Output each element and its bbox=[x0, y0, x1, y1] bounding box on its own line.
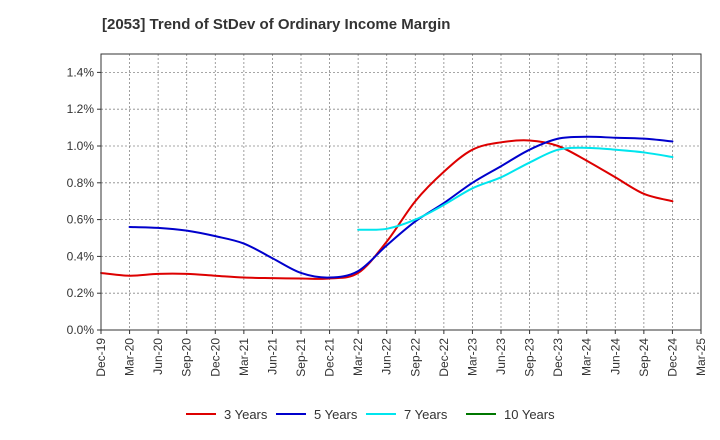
x-tick-label: Mar-20 bbox=[123, 338, 137, 376]
x-tick-label: Dec-22 bbox=[437, 338, 451, 377]
y-tick-label: 0.4% bbox=[67, 249, 95, 263]
x-tick-label: Jun-21 bbox=[265, 338, 279, 375]
x-tick-label: Mar-24 bbox=[580, 338, 594, 376]
x-tick-label: Dec-24 bbox=[665, 338, 679, 377]
y-axis-ticks: 0.0% 0.2% 0.4% 0.6% 0.8% 1.0% 1.2% 1.4% bbox=[67, 65, 101, 337]
legend: 3 Years 5 Years 7 Years 10 Years bbox=[186, 407, 555, 422]
x-tick-label: Mar-25 bbox=[694, 338, 708, 376]
x-tick-label: Sep-22 bbox=[408, 338, 422, 377]
x-tick-label: Mar-21 bbox=[237, 338, 251, 376]
x-tick-label: Sep-23 bbox=[523, 338, 537, 377]
x-tick-label: Dec-21 bbox=[323, 338, 337, 377]
legend-label: 5 Years bbox=[314, 407, 358, 422]
y-tick-label: 0.2% bbox=[67, 286, 95, 300]
chart-title: [2053] Trend of StDev of Ordinary Income… bbox=[102, 16, 451, 33]
series-line-5-years bbox=[128, 135, 674, 279]
y-tick-label: 0.8% bbox=[67, 176, 95, 190]
x-tick-label: Sep-21 bbox=[294, 338, 308, 377]
series-lines bbox=[100, 135, 674, 280]
y-tick-label: 1.2% bbox=[67, 102, 95, 116]
plot-frame bbox=[100, 53, 702, 331]
x-axis-ticks: Dec-19 Mar-20 Jun-20 Sep-20 Dec-20 Mar-21 Jun-… bbox=[94, 330, 708, 377]
x-tick-label: Dec-23 bbox=[551, 338, 565, 377]
y-tick-label: 0.6% bbox=[67, 213, 95, 227]
y-tick-label: 1.4% bbox=[67, 65, 95, 79]
x-tick-label: Jun-20 bbox=[151, 338, 165, 375]
legend-label: 7 Years bbox=[404, 407, 448, 422]
y-tick-label: 0.0% bbox=[67, 323, 95, 337]
series-line-3-years bbox=[100, 139, 674, 280]
x-tick-label: Jun-22 bbox=[380, 338, 394, 375]
x-tick-label: Mar-23 bbox=[465, 338, 479, 376]
grid bbox=[101, 54, 701, 330]
x-tick-label: Dec-19 bbox=[94, 338, 108, 377]
y-tick-label: 1.0% bbox=[67, 139, 95, 153]
legend-label: 3 Years bbox=[224, 407, 268, 422]
legend-label: 10 Years bbox=[504, 407, 555, 422]
series-line-7-years bbox=[357, 146, 674, 231]
x-tick-label: Dec-20 bbox=[208, 338, 222, 377]
x-tick-label: Sep-20 bbox=[180, 338, 194, 377]
x-tick-label: Jun-23 bbox=[494, 338, 508, 375]
x-tick-label: Sep-24 bbox=[637, 338, 651, 377]
x-tick-label: Jun-24 bbox=[608, 338, 622, 375]
x-tick-label: Mar-22 bbox=[351, 338, 365, 376]
